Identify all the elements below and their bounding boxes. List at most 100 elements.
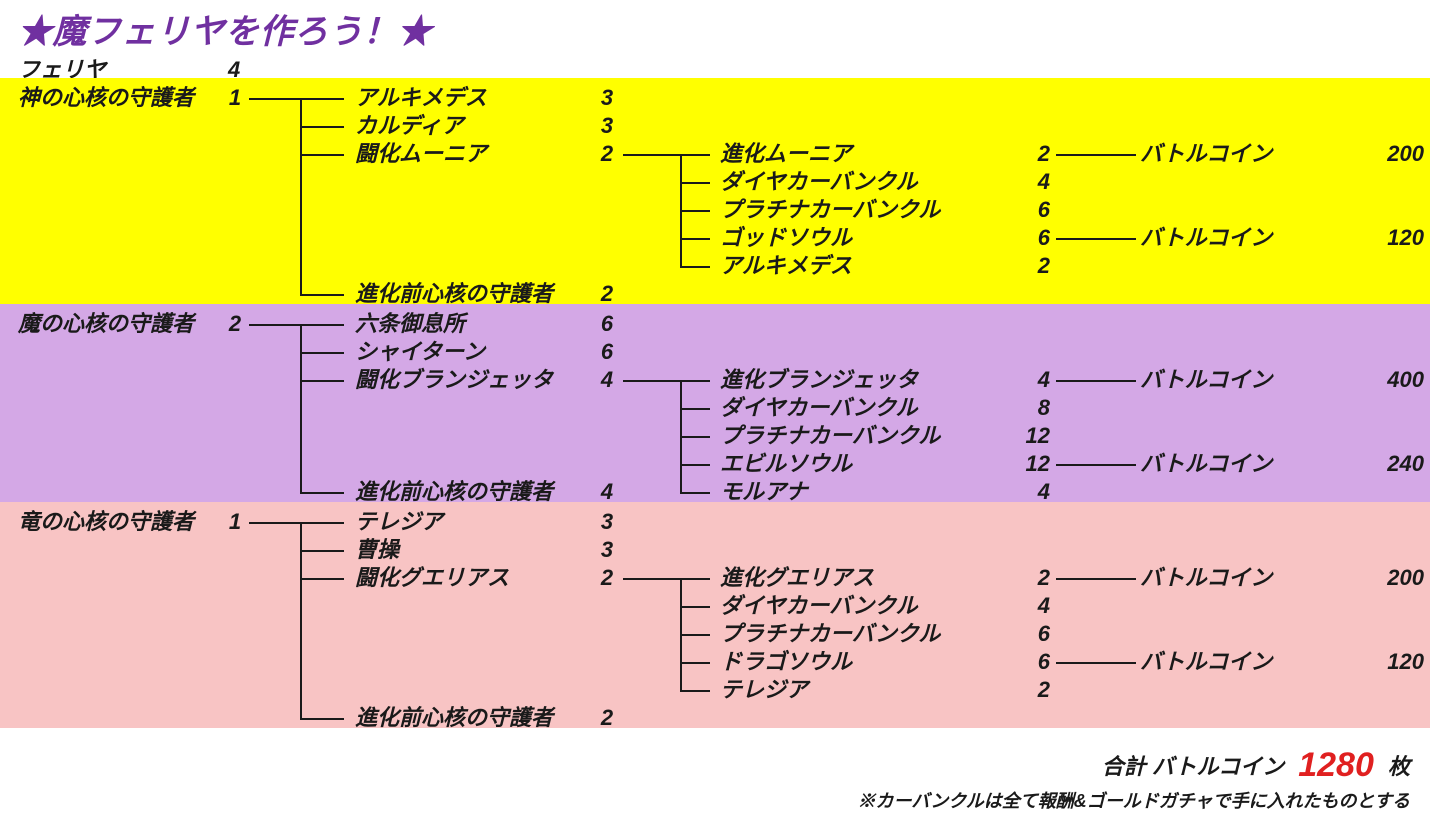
connector-line	[249, 98, 300, 100]
coin-label: バトルコイン	[1140, 224, 1272, 252]
l3-qty: 8	[1020, 394, 1050, 422]
coin-value: 200	[1380, 140, 1424, 168]
footnote: ※カーバンクルは全て報酬&ゴールドガチャで手に入れたものとする	[858, 787, 1410, 813]
l3-qty: 12	[1020, 422, 1050, 450]
connector-line	[623, 578, 680, 580]
connector-line	[300, 98, 344, 100]
connector-line	[680, 464, 710, 466]
l3-qty: 4	[1020, 592, 1050, 620]
coin-label: バトルコイン	[1140, 450, 1272, 478]
l3-name: プラチナカーバンクル	[720, 196, 940, 224]
l3-name: ゴッドソウル	[720, 224, 852, 252]
section-1: 魔の心核の守護者2六条御息所6シャイターン6闘化ブランジェッタ4進化前心核の守護…	[0, 304, 1430, 502]
coin-value: 240	[1380, 450, 1424, 478]
coin-label: バトルコイン	[1140, 648, 1272, 676]
l2-qty: 2	[595, 704, 619, 732]
coin-label: バトルコイン	[1140, 564, 1272, 592]
l3-qty: 2	[1020, 564, 1050, 592]
connector-line	[680, 690, 710, 692]
connector-line	[680, 634, 710, 636]
connector-line	[300, 324, 302, 494]
l2-name: 闘化ブランジェッタ	[355, 366, 553, 394]
coin-value: 200	[1380, 564, 1424, 592]
l3-name: ドラゴソウル	[720, 648, 852, 676]
l3-qty: 6	[1020, 620, 1050, 648]
l2-qty: 6	[595, 338, 619, 366]
l2-qty: 2	[595, 140, 619, 168]
total-row: 合計 バトルコイン 1280 枚	[1102, 744, 1410, 783]
l3-qty: 6	[1020, 648, 1050, 676]
connector-line	[300, 578, 344, 580]
root-name: 魔の心核の守護者	[18, 310, 194, 338]
connector-line	[300, 294, 344, 296]
connector-line	[249, 522, 300, 524]
connector-line	[300, 550, 344, 552]
l2-qty: 3	[595, 112, 619, 140]
connector-line	[1056, 380, 1136, 382]
connector-line	[1056, 662, 1136, 664]
l3-qty: 2	[1020, 252, 1050, 280]
l3-name: ダイヤカーバンクル	[720, 592, 918, 620]
connector-line	[300, 492, 344, 494]
connector-line	[680, 210, 710, 212]
root-name: 神の心核の守護者	[18, 84, 194, 112]
root-qty: 1	[225, 508, 245, 536]
l3-qty: 4	[1020, 168, 1050, 196]
l2-name: 進化前心核の守護者	[355, 704, 553, 732]
connector-line	[680, 578, 710, 580]
connector-line	[680, 154, 710, 156]
l2-qty: 3	[595, 536, 619, 564]
l3-name: ダイヤカーバンクル	[720, 394, 918, 422]
l2-name: 闘化ムーニア	[355, 140, 487, 168]
sections-container: 神の心核の守護者1アルキメデス3カルディア3闘化ムーニア2進化前心核の守護者2進…	[0, 78, 1430, 728]
connector-line	[300, 718, 344, 720]
section-2: 竜の心核の守護者1テレジア3曹操3闘化グエリアス2進化前心核の守護者2進化グエリ…	[0, 502, 1430, 728]
l2-qty: 3	[595, 508, 619, 536]
l3-qty: 12	[1020, 450, 1050, 478]
l3-name: ダイヤカーバンクル	[720, 168, 918, 196]
connector-line	[680, 492, 710, 494]
total-label: 合計 バトルコイン	[1102, 754, 1284, 779]
connector-line	[1056, 154, 1136, 156]
connector-line	[300, 380, 344, 382]
connector-line	[680, 408, 710, 410]
connector-line	[249, 324, 300, 326]
connector-line	[680, 266, 710, 268]
l2-qty: 3	[595, 84, 619, 112]
page-title: ★魔フェリヤを作ろう！★	[18, 4, 432, 53]
l2-name: テレジア	[355, 508, 443, 536]
l3-qty: 4	[1020, 366, 1050, 394]
l2-name: カルディア	[355, 112, 463, 140]
l3-name: アルキメデス	[720, 252, 852, 280]
connector-line	[300, 352, 344, 354]
l2-qty: 4	[595, 366, 619, 394]
l3-name: プラチナカーバンクル	[720, 422, 940, 450]
l3-name: 進化グエリアス	[720, 564, 874, 592]
connector-line	[1056, 238, 1136, 240]
l2-qty: 6	[595, 310, 619, 338]
connector-line	[680, 606, 710, 608]
coin-value: 120	[1380, 224, 1424, 252]
l3-qty: 2	[1020, 676, 1050, 704]
l3-name: 進化ムーニア	[720, 140, 852, 168]
l3-name: テレジア	[720, 676, 808, 704]
connector-line	[300, 522, 344, 524]
connector-line	[300, 126, 344, 128]
l2-name: シャイターン	[355, 338, 485, 366]
l3-qty: 6	[1020, 196, 1050, 224]
connector-line	[680, 182, 710, 184]
root-qty: 1	[225, 84, 245, 112]
connector-line	[623, 154, 680, 156]
l2-name: 曹操	[355, 536, 399, 564]
coin-label: バトルコイン	[1140, 140, 1272, 168]
coin-value: 400	[1380, 366, 1424, 394]
connector-line	[680, 238, 710, 240]
connector-line	[300, 324, 344, 326]
connector-line	[623, 380, 680, 382]
connector-line	[680, 436, 710, 438]
l2-name: 闘化グエリアス	[355, 564, 509, 592]
coin-label: バトルコイン	[1140, 366, 1272, 394]
l3-qty: 2	[1020, 140, 1050, 168]
total-value: 1280	[1298, 746, 1374, 784]
connector-line	[300, 154, 344, 156]
